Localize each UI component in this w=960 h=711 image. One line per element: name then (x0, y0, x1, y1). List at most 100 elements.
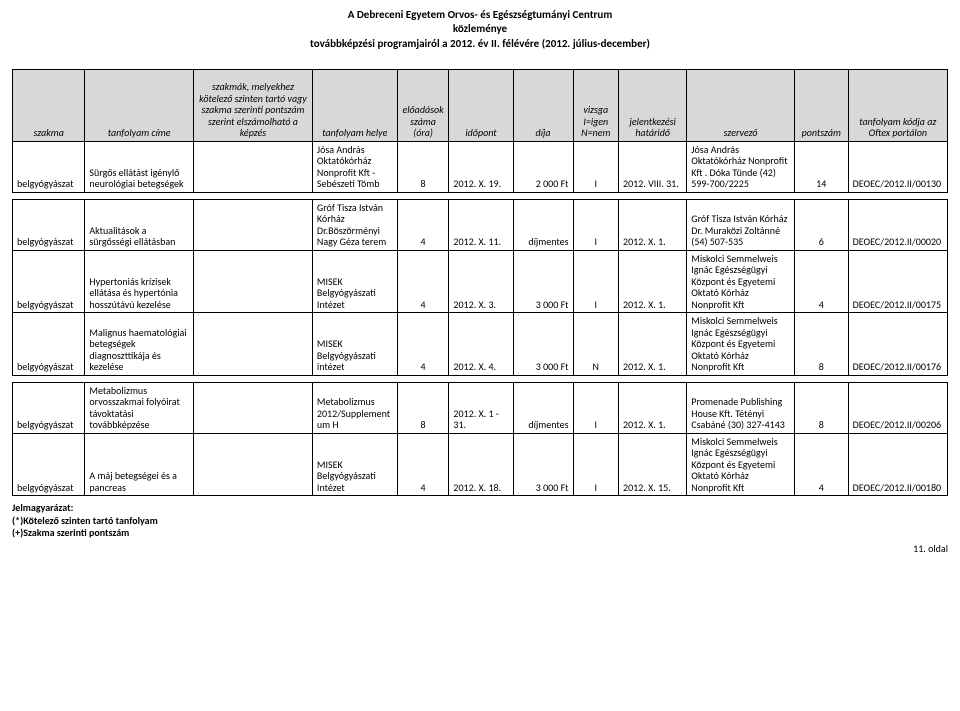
cell-szakmak (193, 433, 312, 496)
cell-szakma: belgyógyászat (13, 433, 85, 496)
cell-hely: MISEK Belgyógyászati Intézet (312, 250, 397, 313)
cell-cim: Hypertoniás krízisek ellátása és hypertó… (85, 250, 194, 313)
table-row: belgyógyászatAktualitások a sürgősségi e… (13, 199, 948, 250)
col-header: vizsga I=igen N=nem (573, 69, 619, 141)
cell-kod: DEOEC/2012.II/00180 (848, 433, 947, 496)
cell-vizsga: I (573, 382, 619, 433)
cell-vizsga: I (573, 199, 619, 250)
course-table: belgyógyászatAktualitások a sürgősségi e… (12, 199, 948, 376)
cell-hatarido: 2012. X. 1. (619, 250, 687, 313)
table-row: belgyógyászatMalignus haematológiai bete… (13, 313, 948, 376)
cell-idopont: 2012. X. 19. (449, 141, 513, 192)
cell-kod: DEOEC/2012.II/00130 (848, 141, 947, 192)
cell-kod: DEOEC/2012.II/00020 (848, 199, 947, 250)
cell-vizsga: I (573, 250, 619, 313)
cell-hely: MISEK Belgyógyászati Intézet (312, 433, 397, 496)
cell-szervezo: Promenade Publishing House Kft. Tétényi … (687, 382, 795, 433)
cell-hatarido: 2012. VIII. 31. (619, 141, 687, 192)
cell-szakma: belgyógyászat (13, 199, 85, 250)
page-footer: 11. oldal (12, 542, 948, 555)
cell-hatarido: 2012. X. 15. (619, 433, 687, 496)
cell-cim: A máj betegségei és a pancreas (85, 433, 194, 496)
legend-line-1: (*)Kötelező szinten tartó tanfolyam (12, 514, 158, 527)
col-header: tanfolyam címe (85, 69, 194, 141)
cell-ora: 4 (397, 199, 449, 250)
col-header: díja (513, 69, 573, 141)
cell-dij: 3 000 Ft (513, 433, 573, 496)
cell-szakma: belgyógyászat (13, 313, 85, 376)
cell-idopont: 2012. X. 11. (449, 199, 513, 250)
cell-pont: 14 (794, 141, 848, 192)
legend-block: Jelmagyarázat: (*)Kötelező szinten tartó… (12, 502, 948, 540)
col-header: időpont (449, 69, 513, 141)
cell-idopont: 2012. X. 18. (449, 433, 513, 496)
cell-hely: Jósa András Oktatókórház Nonprofit Kft -… (312, 141, 397, 192)
cell-szervezo: Gróf Tisza István Kórház Dr. Muraközi Zo… (687, 199, 795, 250)
cell-szakmak (193, 141, 312, 192)
table-header-row: szakmatanfolyam címeszakmák, melyekhez k… (13, 69, 948, 141)
col-header: tanfolyam helye (312, 69, 397, 141)
cell-vizsga: I (573, 433, 619, 496)
cell-szervezo: Miskolci Semmelweis Ignác Egészségügyi K… (687, 433, 795, 496)
cell-szervezo: Jósa András Oktatókórház Nonprofit Kft .… (687, 141, 795, 192)
cell-pont: 6 (794, 199, 848, 250)
cell-szakma: belgyógyászat (13, 382, 85, 433)
cell-szakmak (193, 382, 312, 433)
cell-dij: 3 000 Ft (513, 313, 573, 376)
cell-szakmak (193, 250, 312, 313)
cell-kod: DEOEC/2012.II/00176 (848, 313, 947, 376)
table-row: belgyógyászatMetabolizmus orvosszakmai f… (13, 382, 948, 433)
cell-pont: 8 (794, 313, 848, 376)
cell-hatarido: 2012. X. 1. (619, 313, 687, 376)
tables-host: szakmatanfolyam címeszakmák, melyekhez k… (12, 69, 948, 497)
cell-hatarido: 2012. X. 1. (619, 382, 687, 433)
cell-idopont: 2012. X. 4. (449, 313, 513, 376)
col-header: szervező (687, 69, 795, 141)
cell-szakmak (193, 313, 312, 376)
title-line-3: továbbképzési programjairól a 2012. év I… (12, 37, 948, 51)
cell-idopont: 2012. X. 1 - 31. (449, 382, 513, 433)
cell-cim: Aktualitások a sürgősségi ellátásban (85, 199, 194, 250)
course-table: belgyógyászatMetabolizmus orvosszakmai f… (12, 382, 948, 497)
cell-dij: díjmentes (513, 382, 573, 433)
title-line-2: közleménye (12, 22, 948, 36)
col-header: előadások száma (óra) (397, 69, 449, 141)
col-header: jelentkezési határidő (619, 69, 687, 141)
cell-ora: 8 (397, 141, 449, 192)
col-header: szakma (13, 69, 85, 141)
cell-hely: MISEK Belgyógyászati intézet (312, 313, 397, 376)
cell-cim: Metabolizmus orvosszakmai folyóirat távo… (85, 382, 194, 433)
cell-pont: 8 (794, 382, 848, 433)
cell-szervezo: Miskolci Semmelweis Ignác Egészségügyi K… (687, 313, 795, 376)
cell-pont: 4 (794, 433, 848, 496)
cell-vizsga: N (573, 313, 619, 376)
title-line-1: A Debreceni Egyetem Orvos- és Egészségtu… (12, 8, 948, 22)
cell-hely: Metabolizmus 2012/Supplementum H (312, 382, 397, 433)
cell-szakma: belgyógyászat (13, 141, 85, 192)
cell-kod: DEOEC/2012.II/00175 (848, 250, 947, 313)
cell-dij: 3 000 Ft (513, 250, 573, 313)
cell-szakmak (193, 199, 312, 250)
cell-szervezo: Miskolci Semmelweis Ignác Egészségügyi K… (687, 250, 795, 313)
cell-dij: 2 000 Ft (513, 141, 573, 192)
col-header: tanfolyam kódja az Oftex portálon (848, 69, 947, 141)
cell-pont: 4 (794, 250, 848, 313)
cell-szakma: belgyógyászat (13, 250, 85, 313)
cell-cim: Sürgős ellátást igénylő neurológiai bete… (85, 141, 194, 192)
col-header: pontszám (794, 69, 848, 141)
legend-line-2: (+)Szakma szerinti pontszám (12, 526, 129, 539)
cell-cim: Malignus haematológiai betegségek diagno… (85, 313, 194, 376)
cell-vizsga: I (573, 141, 619, 192)
cell-ora: 4 (397, 313, 449, 376)
table-row: belgyógyászatHypertoniás krízisek ellátá… (13, 250, 948, 313)
cell-hatarido: 2012. X. 1. (619, 199, 687, 250)
page-title-block: A Debreceni Egyetem Orvos- és Egészségtu… (12, 8, 948, 51)
legend-label: Jelmagyarázat: (12, 501, 73, 514)
cell-idopont: 2012. X. 3. (449, 250, 513, 313)
cell-ora: 4 (397, 433, 449, 496)
table-row: belgyógyászatSürgős ellátást igénylő neu… (13, 141, 948, 192)
cell-hely: Gróf Tisza István Kórház Dr.Böszörményi … (312, 199, 397, 250)
cell-kod: DEOEC/2012.II/00206 (848, 382, 947, 433)
table-row: belgyógyászatA máj betegségei és a pancr… (13, 433, 948, 496)
cell-dij: díjmentes (513, 199, 573, 250)
